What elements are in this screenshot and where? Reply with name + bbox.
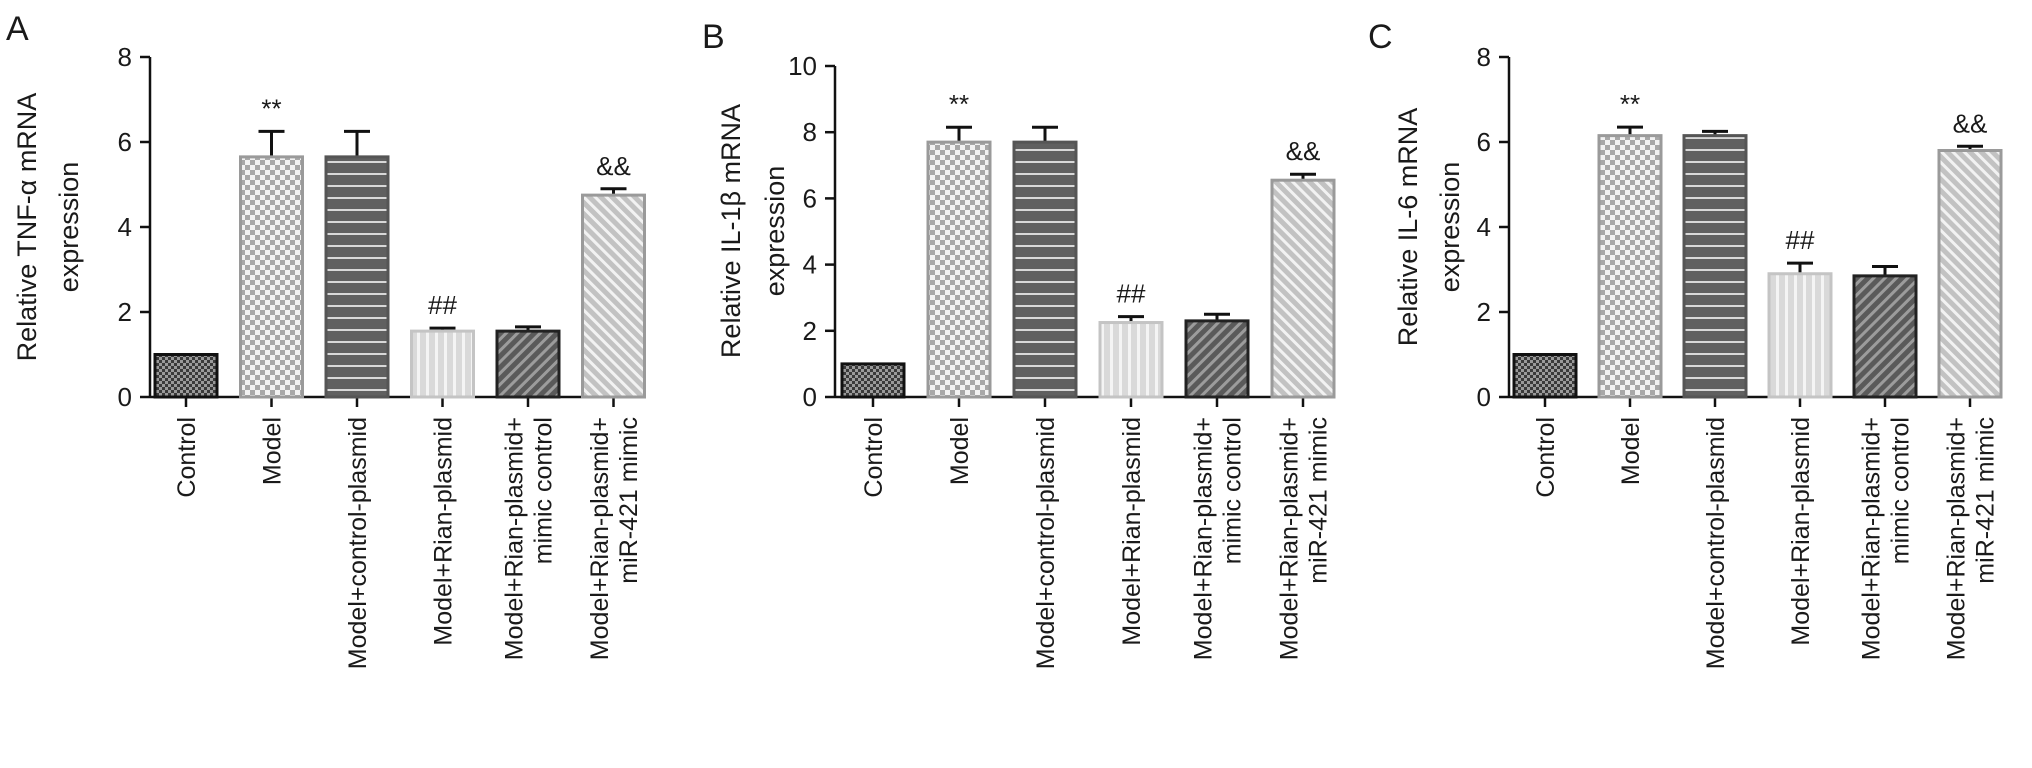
bar [153,353,219,399]
y-axis-label: expression [54,162,84,293]
bar [926,140,992,399]
bar [1512,353,1578,399]
x-category-label: mimic control [1219,417,1247,564]
x-category-label: Model+Rian-plasmid+ [586,417,614,660]
x-category-label: Model+control-plasmid [1702,417,1730,669]
x-category-label: miR-421 mimic [1305,417,1333,584]
y-tick-label: 0 [803,382,817,412]
y-axis-label: expression [1435,162,1465,293]
significance-label: ** [949,89,969,119]
x-category-label: Model+Rian-plasmid [1118,417,1146,646]
y-tick-label: 8 [803,117,817,147]
significance-label: ** [1620,89,1640,119]
y-tick-label: 0 [118,382,132,412]
bar [581,193,646,399]
x-category-label: Model+Rian-plasmid+ [501,417,529,660]
x-category-label: Model [1617,417,1645,485]
y-tick-label: 6 [1477,127,1491,157]
bar [1012,140,1078,399]
y-tick-label: 2 [803,316,817,346]
bar [495,329,561,399]
y-tick-label: 4 [803,250,817,280]
significance-label: ## [1786,225,1815,255]
x-category-label: Model+Rian-plasmid+ [1858,417,1886,660]
x-category-label: Model+control-plasmid [344,417,372,669]
x-category-label: Model+control-plasmid [1032,417,1060,669]
panel-letter-c: C [1368,18,1393,56]
y-tick-label: 8 [118,42,132,72]
x-category-label: mimic control [1887,417,1915,564]
bar [1270,178,1336,399]
y-tick-label: 6 [803,183,817,213]
y-tick-label: 4 [118,212,132,242]
bar [1184,319,1250,399]
x-category-label: Model+Rian-plasmid [430,417,458,646]
y-axis-label: Relative IL-1β mRNA [716,104,746,358]
panel-letter-b: B [702,18,725,56]
y-tick-label: 0 [1477,382,1491,412]
bar [1682,134,1748,399]
y-tick-label: 6 [118,127,132,157]
bar [840,362,906,399]
bar [1937,149,2003,399]
x-category-label: Model+Rian-plasmid+ [1276,417,1304,660]
significance-label: && [1953,108,1988,138]
bar [1767,272,1833,399]
bar [239,155,304,399]
x-category-label: Model+Rian-plasmid [1787,417,1815,646]
y-tick-label: 2 [118,297,132,327]
bar [324,155,390,399]
panel-letter-a: A [6,10,29,48]
significance-label: && [1286,136,1321,166]
bar [1852,274,1918,399]
x-category-label: Control [173,417,201,498]
y-tick-label: 10 [788,51,817,81]
bar [1597,134,1663,399]
x-category-label: miR-421 mimic [1972,417,2000,584]
x-category-label: Model [259,417,287,485]
significance-label: ## [428,290,457,320]
y-axis-label: Relative IL-6 mRNA [1393,108,1423,347]
significance-label: ** [261,93,281,123]
significance-label: ## [1117,279,1146,309]
y-tick-label: 4 [1477,212,1491,242]
y-tick-label: 8 [1477,42,1491,72]
x-category-label: mimic control [530,417,558,564]
y-axis-label: expression [760,166,790,297]
x-category-label: miR-421 mimic [615,417,643,584]
chart-panel-a: 0 2 4 6 8 Relative TNF-α mRNA expression Contro… [12,42,646,669]
chart-panel-c: 0 2 4 6 8 Relative IL-6 mRNA expression Control… [1393,42,2003,669]
x-category-label: Model+Rian-plasmid+ [1190,417,1218,660]
bar [1098,321,1164,399]
chart-panel-b: 0 2 4 6 8 10 Relative IL-1β mRNA expression Cont… [716,51,1336,669]
significance-label: && [596,151,631,181]
x-category-label: Control [860,417,888,498]
y-axis-label: Relative TNF-α mRNA [12,93,42,362]
x-category-label: Model+Rian-plasmid+ [1943,417,1971,660]
x-category-label: Control [1532,417,1560,498]
x-category-label: Model [946,417,974,485]
bar [410,329,475,399]
y-tick-label: 2 [1477,297,1491,327]
